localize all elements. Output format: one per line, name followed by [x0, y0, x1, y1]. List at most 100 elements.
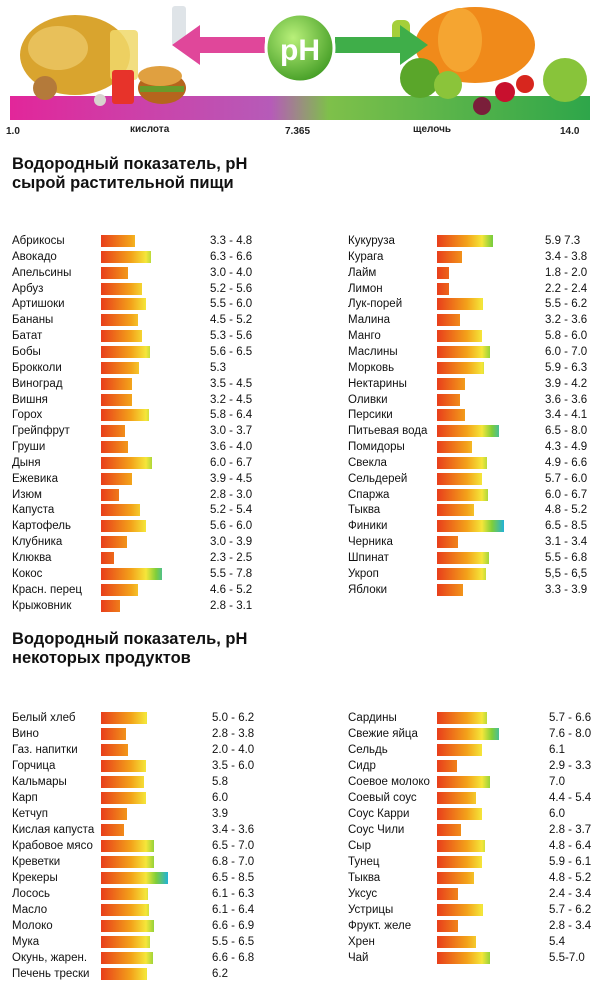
ph-bar — [437, 808, 482, 820]
section2-title-line1: Водородный показатель, pH — [12, 630, 248, 648]
ph-bar — [101, 441, 128, 454]
food-name: Абрикосы — [12, 235, 65, 247]
ph-bar — [101, 856, 155, 868]
ph-gradient-band — [10, 96, 590, 120]
ph-range-value: 3.3 - 3.9 — [545, 583, 588, 596]
ph-bar — [437, 920, 459, 932]
ph-row: Свежие яйца 7.6 - 8.0 — [348, 726, 598, 742]
ph-range-value: 6.5 - 8.0 — [545, 425, 588, 438]
ph-range-value: 2.8 - 3.1 — [210, 599, 253, 612]
ph-bar — [437, 266, 449, 279]
food-name: Тыква — [348, 504, 381, 517]
food-name: Печень трески — [12, 968, 90, 980]
food-name: Батат — [12, 330, 43, 343]
food-name: Крыжовник — [12, 599, 72, 612]
acid-food-illustration — [20, 6, 186, 106]
food-name: Соус Карри — [348, 808, 410, 820]
ph-range-value: 5.7 - 6.2 — [549, 904, 592, 916]
ph-row: Бобы 5.6 - 6.5 — [12, 344, 262, 360]
ph-row: Малина 3.2 - 3.6 — [348, 312, 598, 328]
scale-max-label: 14.0 — [560, 126, 580, 137]
ph-row: Карп 6.0 — [12, 790, 262, 806]
ph-row: Крекеры 6.5 - 8.5 — [12, 870, 262, 886]
ph-row: Изюм 2.8 - 3.0 — [12, 487, 262, 503]
ph-bar — [437, 712, 487, 724]
ph-range-value: 2.8 - 3.7 — [549, 824, 592, 836]
food-name: Апельсины — [12, 266, 72, 279]
ph-range-value: 3.1 - 3.4 — [545, 536, 588, 549]
ph-row: Устрицы 5.7 - 6.2 — [348, 902, 598, 918]
ph-row: Капуста 5.2 - 5.4 — [12, 502, 262, 518]
food-name: Крабовое мясо — [12, 840, 93, 852]
food-name: Грейпфрут — [12, 425, 70, 438]
food-name: Виноград — [12, 377, 63, 390]
food-name: Брокколи — [12, 361, 62, 374]
ph-range-value: 5.5-7.0 — [549, 952, 585, 964]
ph-range-value: 2.9 - 3.3 — [549, 760, 592, 772]
ph-bar — [101, 250, 151, 263]
ph-row: Соус Чили 2.8 - 3.7 — [348, 822, 598, 838]
ph-range-value: 2.4 - 3.4 — [549, 888, 592, 900]
ph-bar — [437, 872, 475, 884]
ph-bar — [101, 744, 128, 756]
ph-range-value: 3.5 - 6.0 — [212, 760, 255, 772]
ph-row: Черника 3.1 - 3.4 — [348, 534, 598, 550]
ph-range-value: 3.9 - 4.5 — [210, 472, 253, 485]
ph-row: Вино 2.8 - 3.8 — [12, 726, 262, 742]
ph-range-value: 3.6 - 3.6 — [545, 393, 588, 406]
food-name: Лайм — [348, 266, 377, 279]
ph-range-value: 6.5 - 7.0 — [212, 840, 255, 852]
ph-row: Крабовое мясо 6.5 - 7.0 — [12, 838, 262, 854]
food-name: Укроп — [348, 567, 379, 580]
food-name: Изюм — [12, 488, 42, 501]
ph-bar — [101, 712, 148, 724]
ph-range-value: 2.0 - 4.0 — [212, 744, 255, 756]
ph-range-value: 3.9 - 4.2 — [545, 377, 588, 390]
ph-bar — [101, 888, 149, 900]
food-name: Груши — [12, 441, 46, 454]
food-name: Сельдь — [348, 744, 388, 756]
food-name: Красн. перец — [12, 583, 82, 596]
ph-bar — [437, 856, 483, 868]
ph-bar — [101, 472, 133, 485]
ph-range-value: 5.5 - 7.8 — [210, 567, 253, 580]
food-name: Нектарины — [348, 377, 407, 390]
ph-row: Масло 6.1 - 6.4 — [12, 902, 262, 918]
ph-bar — [437, 776, 491, 788]
ph-bar — [437, 472, 482, 485]
food-name: Вино — [12, 728, 39, 740]
ph-bar — [101, 361, 140, 374]
scale-acid-label: кислота — [130, 124, 170, 135]
food-name: Кокос — [12, 567, 43, 580]
ph-row: Сельдерей 5.7 - 6.0 — [348, 471, 598, 487]
food-name: Свежие яйца — [348, 728, 418, 740]
ph-range-value: 6.1 — [549, 744, 565, 756]
food-name: Кетчуп — [12, 808, 48, 820]
ph-row: Кукуруза 5.9 7.3 — [348, 233, 598, 249]
food-name: Креветки — [12, 856, 61, 868]
ph-bar — [437, 888, 459, 900]
ph-range-value: 6.2 — [212, 968, 228, 980]
ph-row: Ежевика 3.9 - 4.5 — [12, 471, 262, 487]
ph-range-value: 3.4 - 3.6 — [212, 824, 255, 836]
food-name: Авокадо — [12, 250, 57, 263]
ph-bar — [437, 330, 482, 343]
ph-range-value: 6.0 - 6.7 — [210, 456, 253, 469]
ph-bar — [101, 456, 152, 469]
ph-bar — [101, 409, 150, 422]
ph-bar — [437, 314, 461, 327]
ph-bar — [101, 760, 146, 772]
ph-row: Персики 3.4 - 4.1 — [348, 407, 598, 423]
ph-bar — [101, 872, 168, 884]
food-name: Артишоки — [12, 298, 65, 311]
ph-bar — [437, 409, 465, 422]
ph-range-value: 4.8 - 6.4 — [549, 840, 592, 852]
ph-row: Вишня 3.2 - 4.5 — [12, 392, 262, 408]
ph-range-value: 3.9 — [212, 808, 228, 820]
section1-title: Водородный показатель, pH сырой растител… — [12, 155, 247, 193]
food-name: Клюква — [12, 552, 52, 564]
ph-bar — [437, 904, 484, 916]
food-name: Мука — [12, 936, 40, 948]
ph-row: Арбуз 5.2 - 5.6 — [12, 281, 262, 297]
ph-bar — [101, 776, 144, 788]
